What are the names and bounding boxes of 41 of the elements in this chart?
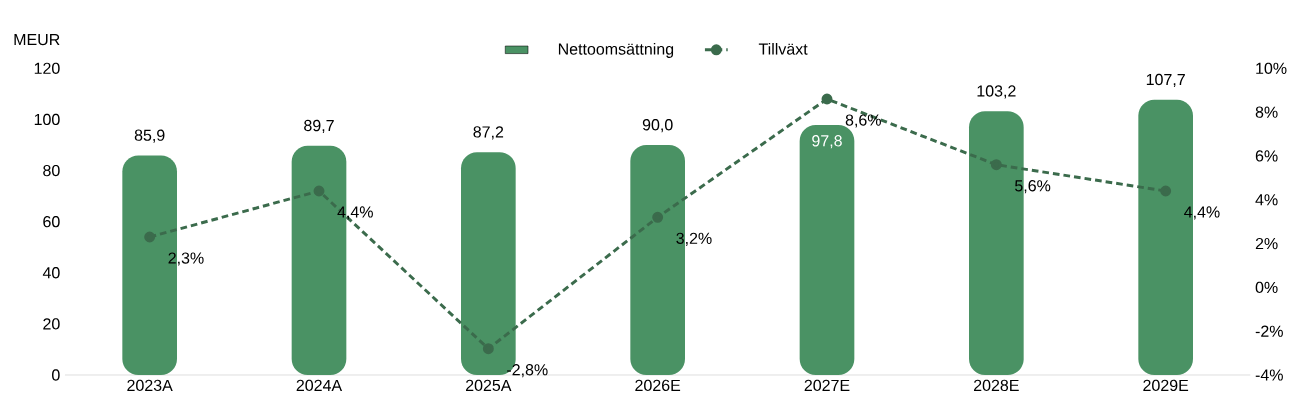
x-tick-label: 2025A bbox=[466, 379, 512, 392]
data-label: 97,8 bbox=[812, 135, 842, 149]
y-tick-label: 20 bbox=[43, 318, 60, 330]
y-tick-label: 0 bbox=[52, 369, 60, 381]
point bbox=[313, 185, 325, 197]
point bbox=[652, 211, 664, 223]
y-tick-label: 60 bbox=[43, 216, 60, 228]
y2-tick-label: 2% bbox=[1255, 237, 1278, 250]
y2-tick-label: 8% bbox=[1255, 106, 1278, 118]
point bbox=[482, 343, 494, 355]
point bbox=[990, 159, 1002, 171]
data-label: -2,8% bbox=[507, 364, 548, 378]
y2-tick-label: 4% bbox=[1255, 194, 1278, 206]
y2-tick-label: 6% bbox=[1255, 150, 1278, 162]
data-label: 87,2 bbox=[473, 126, 504, 140]
data-label: 107,7 bbox=[1146, 73, 1185, 88]
x-tick-label: 2029E bbox=[1143, 379, 1189, 392]
y2-tick-label: -2% bbox=[1255, 325, 1283, 337]
data-label: 89,7 bbox=[304, 119, 334, 134]
legend-label: Nettoomsättning bbox=[558, 43, 674, 58]
y2-tick-label: 0% bbox=[1255, 281, 1278, 294]
y-tick-label: 40 bbox=[42, 267, 60, 279]
point bbox=[1160, 185, 1172, 197]
x-tick-label: 2028E bbox=[974, 379, 1019, 392]
point bbox=[144, 231, 156, 243]
x-tick-label: 2026E bbox=[635, 379, 681, 392]
y-tick-label: 120 bbox=[34, 62, 60, 74]
legend-label: Tillväxt bbox=[758, 43, 808, 55]
y-tick-label: 100 bbox=[34, 113, 60, 126]
data-label: 8,6% bbox=[845, 114, 881, 128]
point bbox=[821, 93, 833, 105]
y-tick-label: 80 bbox=[43, 164, 60, 177]
x-tick-label: 2027E bbox=[804, 379, 850, 392]
data-label: 103,2 bbox=[977, 85, 1016, 99]
y2-tick-label: -4% bbox=[1255, 369, 1283, 381]
y2-tick-label: 10% bbox=[1256, 62, 1287, 74]
data-label: 90,0 bbox=[642, 119, 673, 133]
data-label: 85,9 bbox=[134, 129, 165, 143]
x-tick-label: 2024A bbox=[296, 379, 343, 392]
x-tick-label: 2023A bbox=[127, 379, 173, 392]
y-axis-title: MEUR bbox=[14, 34, 60, 46]
